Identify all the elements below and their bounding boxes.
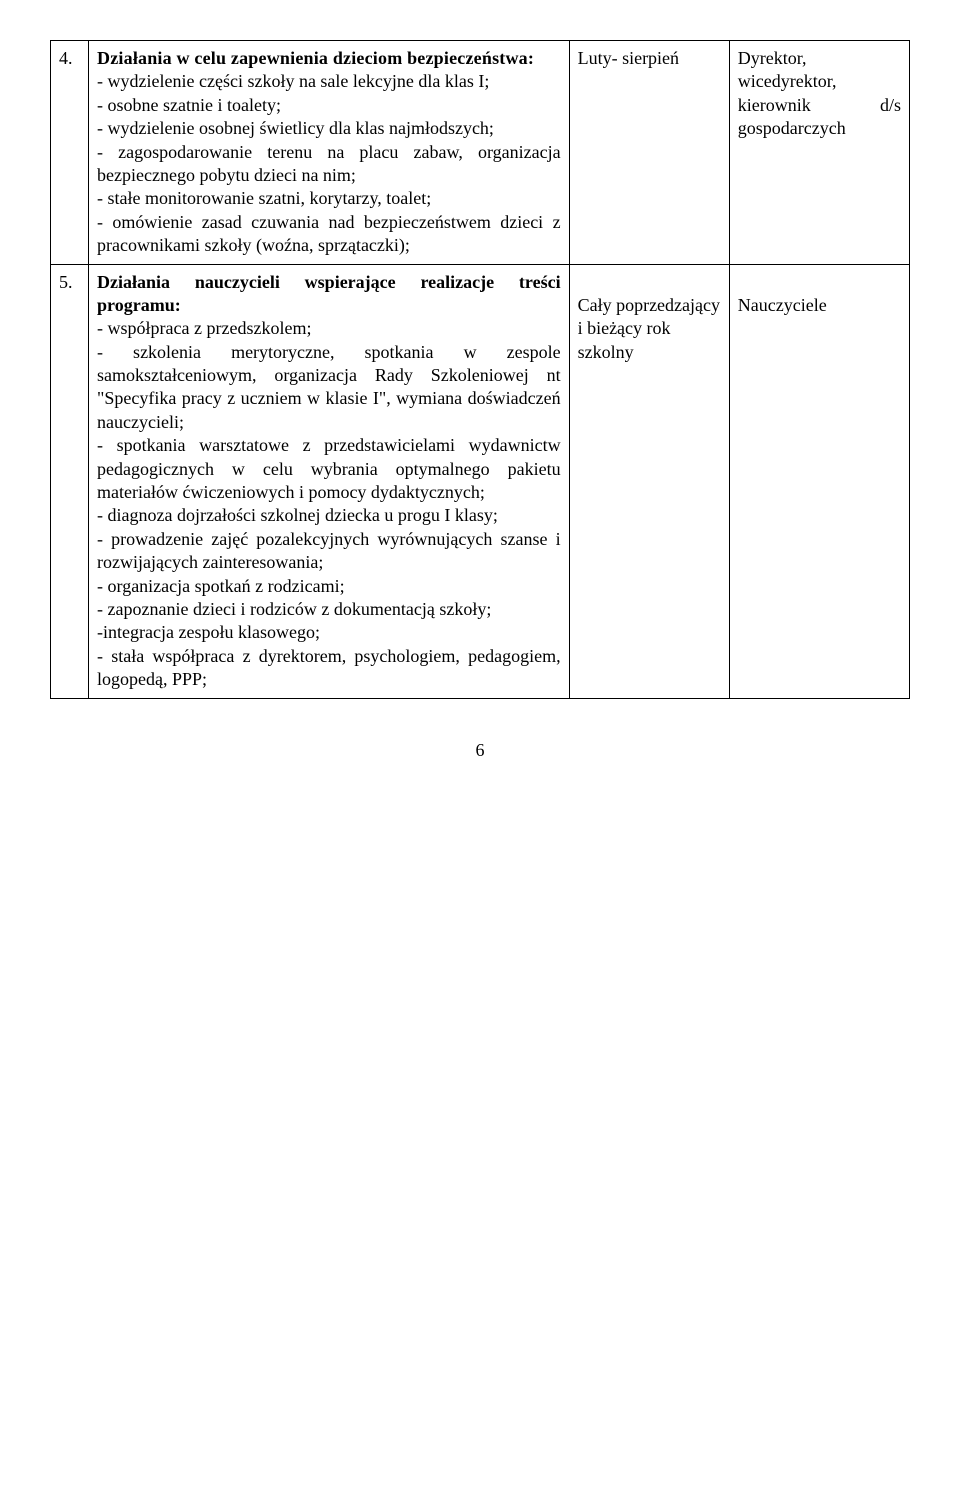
- document-table: 4. Działania w celu zapewnienia dzieciom…: [50, 40, 910, 699]
- bullet: - omówienie zasad czuwania nad bezpiecze…: [97, 211, 561, 258]
- bullet: - zagospodarowanie terenu na placu zabaw…: [97, 141, 561, 188]
- row-time: Luty- sierpień: [569, 41, 729, 265]
- bullet: - współpraca z przedszkolem;: [97, 317, 561, 340]
- bullet: -integracja zespołu klasowego;: [97, 621, 561, 644]
- bullet: - organizacja spotkań z rodzicami;: [97, 575, 561, 598]
- who-text: Nauczyciele: [738, 294, 901, 317]
- row-title: Działania w celu zapewnienia dzieciom be…: [97, 48, 534, 68]
- bullet: - stała współpraca z dyrektorem, psychol…: [97, 645, 561, 692]
- bullet: - zapoznanie dzieci i rodziców z dokumen…: [97, 598, 561, 621]
- row-content: Działania nauczycieli wspierające realiz…: [89, 264, 570, 698]
- row-content: Działania w celu zapewnienia dzieciom be…: [89, 41, 570, 265]
- bullet: - diagnoza dojrzałości szkolnej dziecka …: [97, 504, 561, 527]
- bullet: - spotkania warsztatowe z przedstawiciel…: [97, 434, 561, 504]
- bullet: - osobne szatnie i toalety;: [97, 94, 561, 117]
- time-text: Cały poprzedzający i bieżący rok szkolny: [578, 294, 721, 364]
- row-number: 4.: [51, 41, 89, 265]
- table-row: 4. Działania w celu zapewnienia dzieciom…: [51, 41, 910, 265]
- row-who: Nauczyciele: [729, 264, 909, 698]
- table-row: 5. Działania nauczycieli wspierające rea…: [51, 264, 910, 698]
- row-who: Dyrektor, wicedyrektor, kierownik d/s go…: [729, 41, 909, 265]
- who-text: Dyrektor, wicedyrektor, kierownik d/s go…: [738, 47, 901, 141]
- bullet: - wydzielenie osobnej świetlicy dla klas…: [97, 117, 561, 140]
- row-time: Cały poprzedzający i bieżący rok szkolny: [569, 264, 729, 698]
- row-number: 5.: [51, 264, 89, 698]
- time-text: Luty- sierpień: [578, 47, 721, 70]
- bullet: - szkolenia merytoryczne, spotkania w ze…: [97, 341, 561, 435]
- page-number: 6: [50, 739, 910, 762]
- bullet: - prowadzenie zajęć pozalekcyjnych wyrów…: [97, 528, 561, 575]
- bullet: - stałe monitorowanie szatni, korytarzy,…: [97, 187, 561, 210]
- row-title: Działania nauczycieli wspierające realiz…: [97, 272, 561, 315]
- bullet: - wydzielenie części szkoły na sale lekc…: [97, 70, 561, 93]
